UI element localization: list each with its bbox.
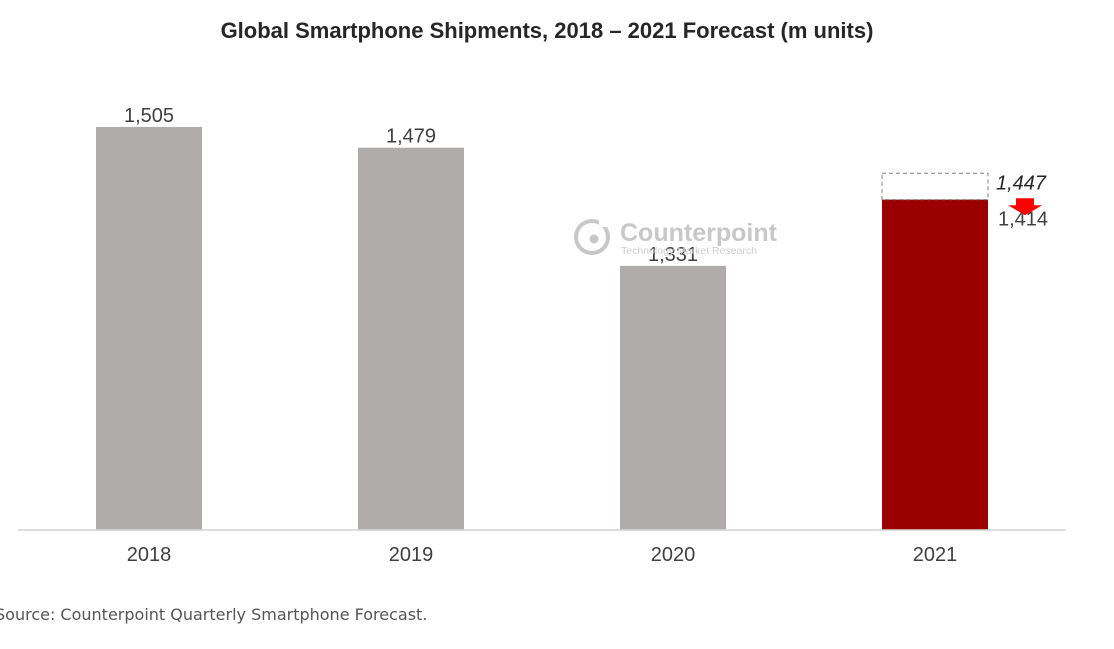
x-tick-label-2021: 2021 <box>913 544 958 566</box>
value-label-2021: 1,414 <box>998 209 1048 231</box>
x-tick-label-2018: 2018 <box>127 544 172 566</box>
source-note: Source: Counterpoint Quarterly Smartphon… <box>0 605 428 624</box>
bars-layer <box>96 126 989 530</box>
bar-2020 <box>620 265 726 530</box>
bar-2018 <box>96 126 202 530</box>
watermark-tagline: Technology Market Research <box>621 245 757 257</box>
previous-forecast-label: 1,447 <box>996 172 1047 194</box>
value-label-2018: 1,505 <box>124 105 174 127</box>
watermark: Counterpoint Technology Market Research <box>574 218 778 257</box>
counterpoint-logo-icon <box>574 218 610 255</box>
down-arrow-icon <box>1008 198 1042 216</box>
previous-forecast-outline <box>881 172 989 201</box>
bar-2021 <box>882 199 988 530</box>
bar-chart: 2018 1,505 2019 1,479 2020 1,331 2021 1,414 1,44… <box>18 105 1066 566</box>
x-tick-label-2020: 2020 <box>651 544 696 566</box>
chart-title: Global Smartphone Shipments, 2018 – 2021… <box>220 18 874 43</box>
bar-2019 <box>358 147 464 530</box>
x-tick-label-2019: 2019 <box>389 544 434 566</box>
labels-layer: 2018 1,505 2019 1,479 2020 1,331 2021 1,414 1,44… <box>124 105 1048 566</box>
watermark-brand: Counterpoint <box>620 219 778 247</box>
value-label-2020: 1,331 <box>648 244 698 266</box>
value-label-2019: 1,479 <box>386 126 436 148</box>
